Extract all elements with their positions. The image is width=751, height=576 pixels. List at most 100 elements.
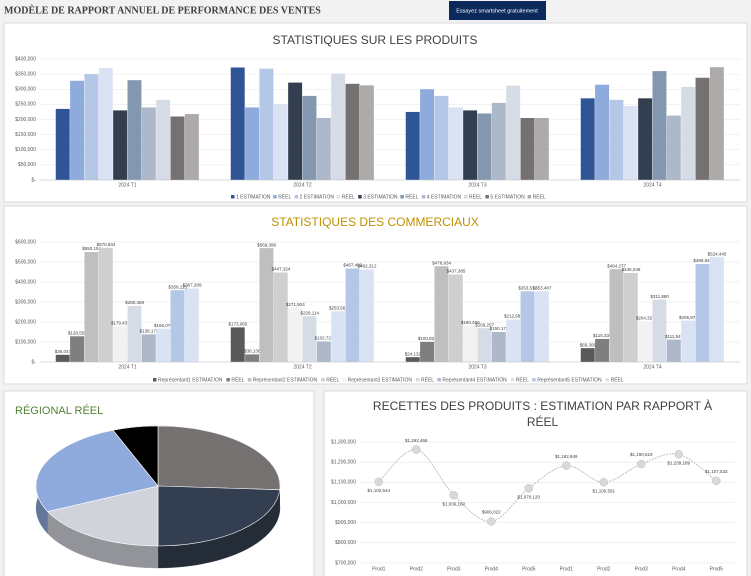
bar [463,110,478,180]
y-tick-label: $300,000 [15,87,36,93]
value-label: $204,328 [636,315,655,320]
value-label: $150,178 [490,326,509,331]
value-label: $36,047 [55,349,72,354]
value-label: $445,048 [622,267,641,272]
value-label: $1,036,160 [442,501,465,506]
legend-label: Représentant5 ESTIMATION [537,377,602,383]
bar [434,266,449,362]
value-label: $524,445 [708,251,727,256]
bar [681,320,696,362]
y-tick-label: $400,000 [15,279,36,285]
y-tick-label: $300,000 [15,299,36,305]
bar [534,291,549,362]
point [712,476,721,486]
value-label: $1,102,544 [367,488,390,493]
bar [170,290,185,362]
x-tick-label: Prod4 [672,566,686,572]
legend-label: Représentant4 ESTIMATION [442,377,507,383]
value-label: $138,175 [140,329,159,334]
legend-swatch [153,378,157,382]
x-tick-label: Prod2 [597,566,611,572]
bar [652,299,667,362]
legend-swatch [464,195,468,199]
point [524,484,533,493]
bar [580,98,595,180]
value-label: $128,558 [68,330,87,335]
value-label: $180,496 [461,320,480,325]
bar [638,98,653,180]
value-label: $1,239,189 [667,460,690,465]
bar [405,357,420,362]
value-label: $367,289 [183,283,202,288]
y-tick-label: $350,000 [15,71,36,77]
legend-label: RÉEL [278,193,291,200]
bar [141,107,156,180]
bar [506,85,521,180]
y-tick-label: $- [32,359,37,365]
legend-label: RÉEL [611,376,624,383]
bar [580,348,595,362]
bar [316,341,331,362]
x-tick-label: 2024 T2 [293,182,311,188]
value-label: $280,368 [125,300,144,305]
point [599,477,608,487]
x-tick-label: Prod4 [485,566,499,572]
bar [84,74,99,180]
bar [288,307,303,362]
bar [491,331,506,362]
legend-swatch [358,195,362,199]
cta-label[interactable]: Essayez smartsheet gratuitement [456,8,538,14]
bar [55,354,70,362]
value-label: $69,309 [580,342,597,347]
bar [709,67,724,180]
point [412,445,421,454]
bar [609,99,624,180]
bar [434,95,449,180]
legend-label: 5 ESTIMATION [490,194,525,200]
y-tick-label: $200,000 [15,117,36,123]
legend-swatch [532,378,536,382]
legend-swatch [485,195,489,199]
chart-title: RÉGIONAL RÉEL [15,404,103,417]
bar [302,316,317,362]
point [449,490,458,500]
bar [345,268,360,362]
bar [463,325,478,362]
point [374,477,383,487]
value-label: $166,076 [154,323,173,328]
value-label: $1,070,120 [517,495,540,500]
value-label: $173,060 [229,322,248,327]
y-tick-label: $100,000 [15,147,36,153]
x-tick-label: 2024 T1 [118,182,136,188]
x-tick-label: Prod3 [635,566,649,572]
x-tick-label: 2024 T2 [293,364,311,370]
slice [157,485,281,547]
value-label: $311,880 [650,294,669,299]
x-tick-label: 2024 T1 [118,364,136,370]
bar [127,305,142,362]
bar [273,104,288,180]
value-label: $467,469 [343,263,362,268]
legend-label: RÉEL [231,376,244,383]
value-label: $115,337 [593,333,612,338]
y-tick-label: $400,000 [15,56,36,62]
legend-swatch [421,195,426,199]
cta-button[interactable] [449,1,546,20]
y-tick-label: $50,000 [18,162,36,168]
bar [405,111,420,180]
bar [506,319,521,362]
value-label: $100,822 [418,336,437,341]
point [487,517,496,526]
value-label: $1,190,619 [630,452,653,457]
legend-swatch [226,378,230,382]
chart-title: STATISTIQUES SUR LES PRODUITS [273,33,478,47]
legend-label: Représentant3 ESTIMATION [348,377,413,383]
value-label: $550,154 [82,246,101,251]
legend-swatch [336,195,341,199]
value-label: $102,721 [315,336,334,341]
value-label: $437,385 [447,269,466,274]
bar [70,336,85,362]
bar [98,247,113,362]
value-label: $569,399 [257,242,276,247]
bar [184,288,199,362]
